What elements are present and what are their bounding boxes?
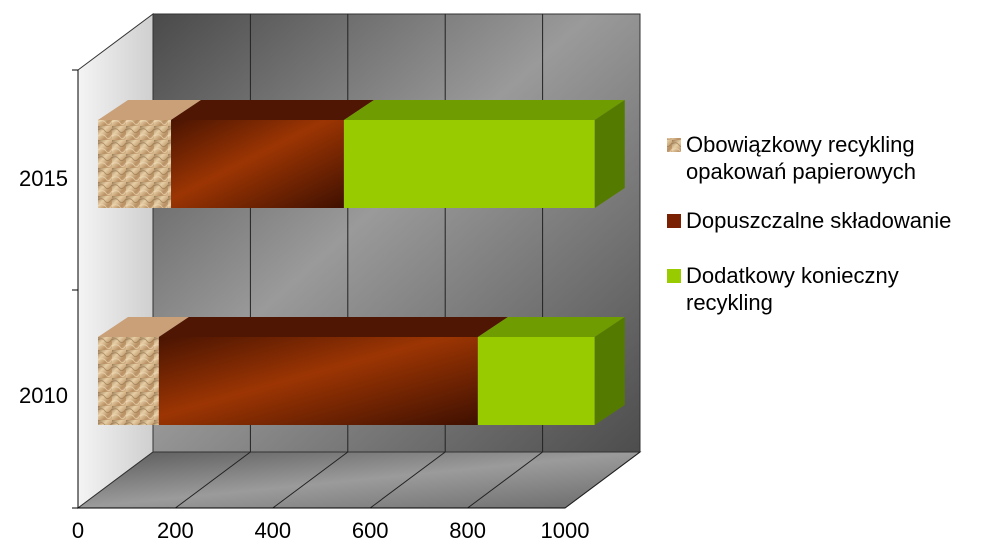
- bar-2015-series-3: [343, 120, 595, 208]
- bar-top-2010-series-1: [98, 317, 189, 337]
- x-tick-label-800: 800: [449, 518, 486, 543]
- bars: [98, 100, 625, 425]
- bar-side-2010: [594, 317, 625, 425]
- bar-2010-series-2: [158, 337, 478, 425]
- y-tick-label-2015: 2015: [19, 166, 68, 191]
- bar-2010-series-3: [477, 337, 595, 425]
- x-tick-label-200: 200: [157, 518, 194, 543]
- legend-label-3-line-1: Dodatkowy konieczny: [686, 263, 899, 288]
- x-tick-label-0: 0: [72, 518, 84, 543]
- side-wall: [77, 13, 154, 509]
- floor: [76, 451, 642, 509]
- bar-2015-series-1: [98, 120, 172, 208]
- x-tick-label-400: 400: [254, 518, 291, 543]
- bar-side-2015: [594, 100, 625, 208]
- plot-walls: [76, 13, 642, 509]
- bar-top-2015-series-1: [98, 100, 202, 120]
- x-tick-label-600: 600: [352, 518, 389, 543]
- legend-swatch-3: [667, 269, 681, 283]
- legend-label-3-line-2: recykling: [686, 290, 773, 315]
- gridline-floor: [175, 451, 251, 509]
- legend-label-1-line-1: Obowiązkowy recykling: [686, 132, 915, 157]
- bar-top-2010-series-3: [477, 317, 625, 337]
- legend-swatch-2: [667, 214, 681, 228]
- gridline-floor: [369, 451, 446, 509]
- bar-top-2010-series-2: [158, 317, 508, 337]
- legend-label-2-line-1: Dopuszczalne składowanie: [686, 208, 951, 233]
- legend-swatch-1: [667, 138, 681, 152]
- legend-label-1-line-2: opakowań papierowych: [686, 159, 916, 184]
- axes: 2010 2015 0 200 400 600 800 1000: [19, 69, 590, 543]
- bar-top-2015-series-3: [343, 100, 625, 120]
- gridline-floor: [467, 451, 543, 509]
- bar-2010-series-1: [98, 337, 159, 425]
- x-tick-label-1000: 1000: [541, 518, 590, 543]
- gridline-floor: [272, 451, 349, 509]
- bar-2015-series-2: [171, 120, 344, 208]
- y-tick-label-2010: 2010: [19, 383, 68, 408]
- gridline-floor: [564, 451, 641, 509]
- bar-top-2015-series-2: [171, 100, 374, 120]
